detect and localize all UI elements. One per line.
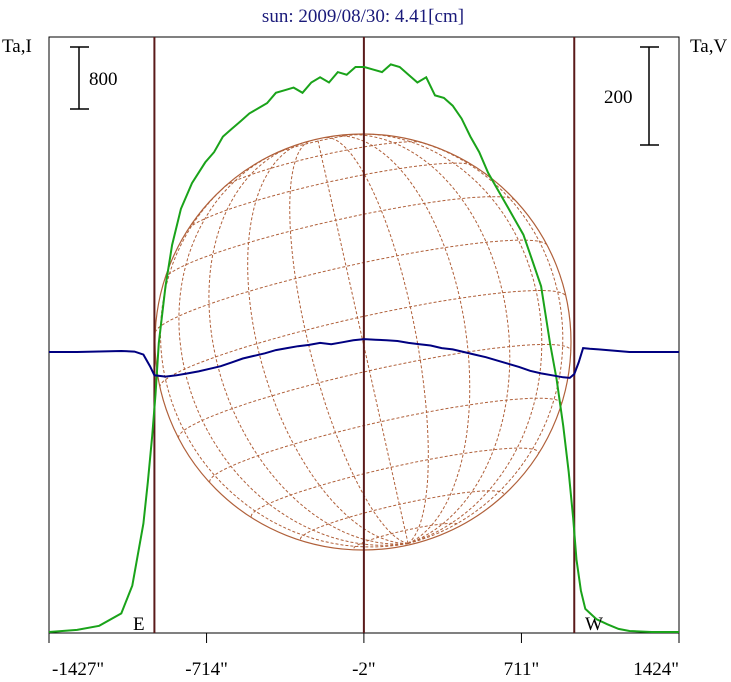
solar-disk-grid (154, 133, 572, 551)
longitude-line (325, 136, 429, 544)
latitude-line (209, 397, 562, 483)
latitude-line (271, 133, 366, 156)
scale-bar-right: 200 (604, 46, 659, 146)
left-axis-label: Ta,I (2, 36, 32, 57)
east-limb-label: E (133, 614, 145, 635)
x-tick-label: -1427" (52, 659, 104, 680)
longitude-line (317, 139, 409, 544)
latitude-line (178, 343, 572, 438)
longitude-line (333, 135, 471, 544)
longitude-line (348, 134, 511, 544)
latitude-line (250, 447, 539, 517)
longitude-line (159, 179, 409, 548)
x-tick-label: -2" (352, 659, 376, 680)
longitude-line (364, 133, 543, 544)
west-limb-label: W (585, 614, 603, 635)
x-tick-label: -714" (185, 659, 228, 680)
stokes-v-line (49, 338, 679, 379)
chart-title: sun: 2009/08/30: 4.41[cm] (262, 6, 464, 27)
scale-bar-right-label: 200 (604, 87, 633, 108)
longitude-line (208, 147, 409, 545)
x-tick-label: 1424" (633, 659, 679, 680)
longitude-line (289, 140, 409, 544)
longitude-line (247, 142, 409, 544)
latitude-line (300, 490, 504, 540)
latitude-line (164, 196, 516, 279)
x-axis: -1427" -714" -2" 711" 1424" (48, 633, 680, 680)
longitude-line (407, 139, 564, 544)
x-tick-label: 711" (504, 659, 540, 680)
right-axis-label: Ta,V (690, 36, 727, 57)
stokes-i-line (48, 63, 679, 633)
scale-bar-left-label: 800 (89, 69, 118, 90)
scale-bar-left: 800 (70, 46, 118, 110)
